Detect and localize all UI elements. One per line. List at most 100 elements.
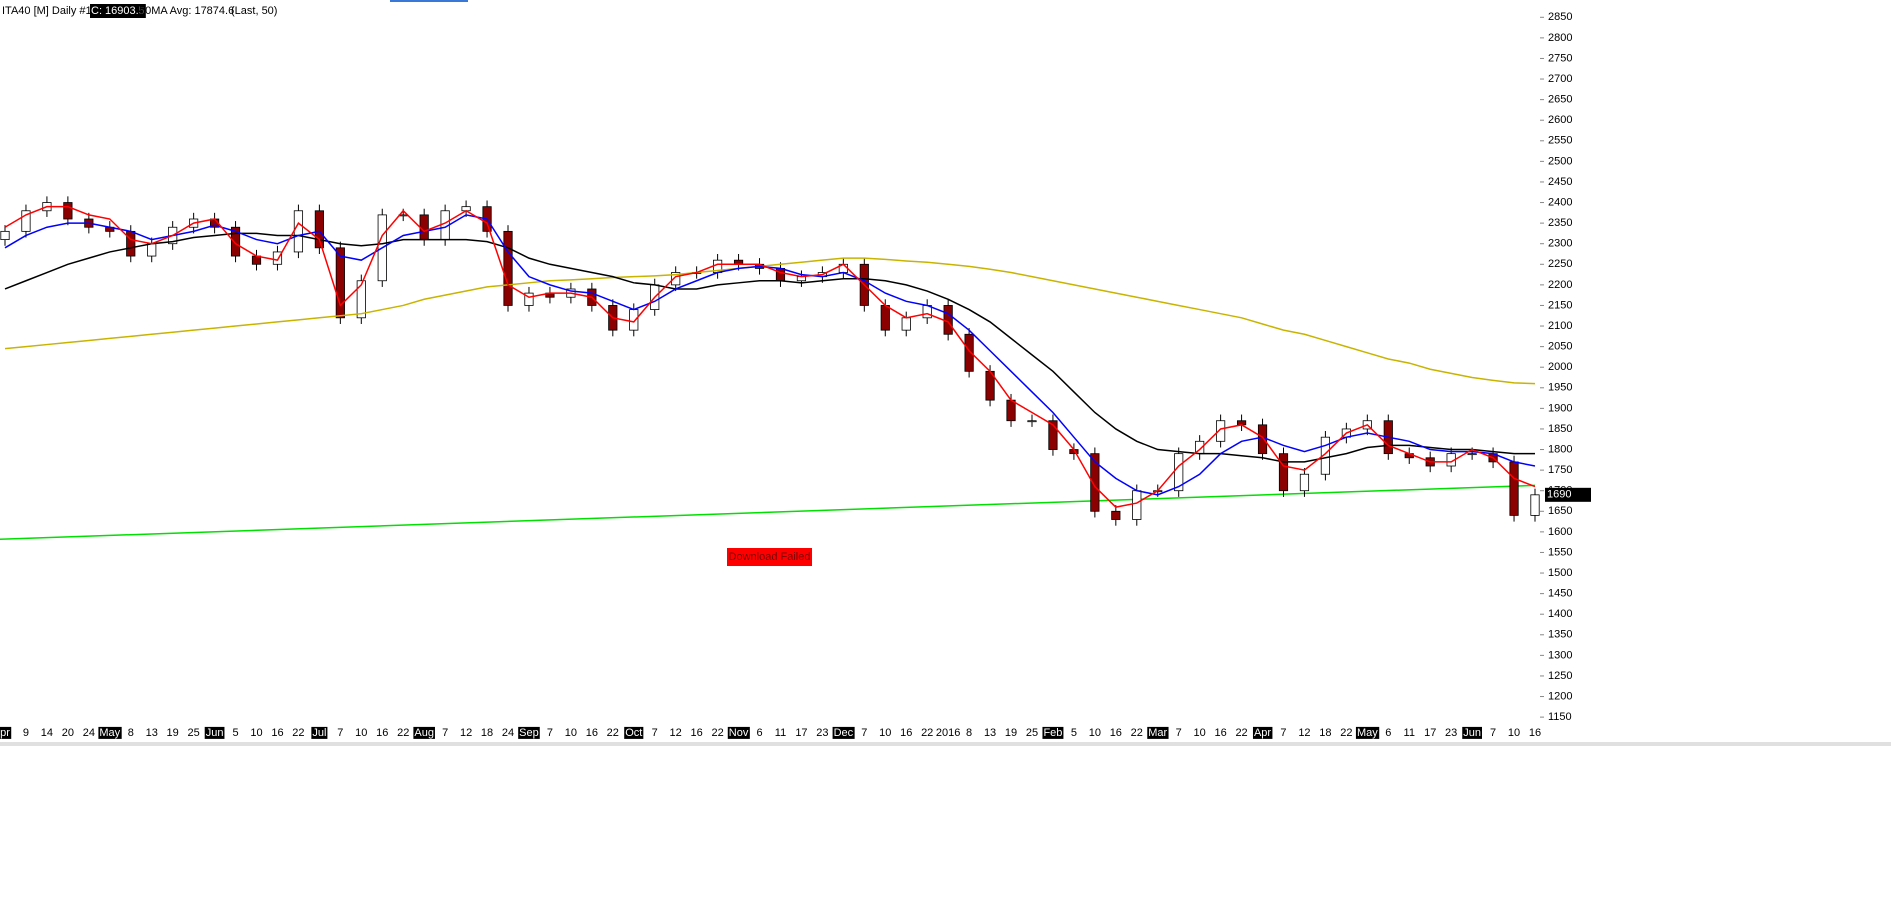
x-tick-label: Jun	[1463, 727, 1481, 739]
x-tick-label: 7	[1280, 727, 1286, 739]
x-tick-label: 16	[271, 727, 283, 739]
x-tick-label-box	[1147, 726, 1169, 739]
y-tick-label: 2000	[1548, 361, 1572, 373]
candle-body	[964, 333, 974, 372]
x-tick-label: 17	[795, 727, 807, 739]
y-tick-label: 2500	[1548, 155, 1572, 167]
x-tick-label: 23	[1445, 727, 1457, 739]
candle-body	[1111, 510, 1121, 520]
y-tick-label: 1500	[1548, 567, 1572, 579]
candle-body	[943, 305, 953, 335]
x-tick-label: 22	[607, 727, 619, 739]
x-tick-label: Sep	[519, 727, 539, 739]
y-tick-label: 2050	[1548, 341, 1572, 353]
close-label-box	[90, 4, 146, 18]
candle-body	[335, 247, 345, 319]
x-tick-label: Jul	[312, 727, 326, 739]
x-tick-label: 16	[691, 727, 703, 739]
x-tick-label: 10	[1194, 727, 1206, 739]
candle-body	[1006, 399, 1016, 422]
x-tick-label-box	[0, 726, 12, 739]
x-tick-label: 5	[232, 727, 238, 739]
candle-body	[880, 305, 890, 331]
y-tick-label: 2550	[1548, 135, 1572, 147]
candle-body	[1320, 436, 1331, 475]
x-tick-label: 2016	[936, 727, 960, 739]
ma-line	[4, 257, 1536, 385]
y-tick-label: 2150	[1548, 299, 1572, 311]
trendline	[0, 484, 1536, 541]
x-tick-label: 12	[460, 727, 472, 739]
x-tick-label-box	[1042, 726, 1064, 739]
x-tick-label: 16	[1214, 727, 1226, 739]
y-tick-label: 2400	[1548, 196, 1572, 208]
x-tick-label: 22	[397, 727, 409, 739]
y-tick-label: 2300	[1548, 238, 1572, 250]
x-tick-label: 9	[23, 727, 29, 739]
x-tick-label: Apr	[1254, 727, 1271, 739]
x-tick-label-box	[413, 726, 435, 739]
x-tick-label: Feb	[1043, 727, 1062, 739]
candle-body	[0, 230, 10, 240]
y-tick-label: 1900	[1548, 402, 1572, 414]
x-tick-label: 25	[188, 727, 200, 739]
x-tick-label: 7	[442, 727, 448, 739]
y-tick-label: 2600	[1548, 114, 1572, 126]
y-tick-label: 1300	[1548, 649, 1572, 661]
x-tick-label: 7	[861, 727, 867, 739]
candle-body	[314, 210, 324, 249]
x-tick-label-box	[832, 726, 855, 739]
x-tick-label: 11	[775, 727, 786, 739]
candle-body	[775, 268, 786, 282]
y-tick-label: 1550	[1548, 546, 1572, 558]
x-tick-label: 10	[565, 727, 577, 739]
x-tick-label: 22	[1131, 727, 1143, 739]
y-tick-label: 2250	[1548, 258, 1572, 270]
x-tick-label: 10	[1508, 727, 1520, 739]
candle-body	[1090, 453, 1100, 512]
x-tick-label: 16	[586, 727, 598, 739]
last-price-label: 1690	[1547, 489, 1571, 501]
x-tick-label: 7	[1490, 727, 1496, 739]
y-tick-label: 1750	[1548, 464, 1572, 476]
candle-body	[1299, 473, 1310, 492]
x-tick-label: 22	[1235, 727, 1247, 739]
candle-body	[1467, 453, 1477, 456]
x-tick-label: 6	[756, 727, 762, 739]
candle-body	[126, 230, 136, 257]
x-tick-label: May	[99, 727, 120, 739]
y-tick-label: 1850	[1548, 423, 1572, 435]
x-tick-label: Dec	[834, 727, 854, 739]
x-tick-label-box	[1462, 726, 1482, 739]
y-tick-label: 2850	[1548, 11, 1572, 23]
x-tick-label-box	[1252, 726, 1273, 739]
candle-body	[230, 226, 241, 257]
x-tick-label: May	[1357, 727, 1378, 739]
annotation: Download Failed	[729, 551, 811, 563]
annotation-box	[727, 548, 812, 566]
x-tick-label: 24	[502, 727, 514, 739]
candle-body	[21, 210, 31, 232]
x-tick-label: 22	[1340, 727, 1352, 739]
candle-body	[1132, 490, 1142, 520]
candle-body	[1509, 461, 1519, 516]
x-tick-label: 24	[83, 727, 95, 739]
candle-body	[1027, 420, 1037, 423]
x-tick-label: 18	[481, 727, 493, 739]
y-tick-label: 1650	[1548, 505, 1572, 517]
x-tick-label: 11	[1404, 727, 1415, 739]
x-tick-label: 25	[1026, 727, 1038, 739]
y-tick-label: 1600	[1548, 526, 1572, 538]
x-tick-label-box	[311, 726, 328, 739]
x-tick-label: 23	[816, 727, 828, 739]
candle-body	[901, 317, 911, 331]
x-tick-label: 12	[1298, 727, 1310, 739]
x-tick-label-box	[98, 726, 122, 739]
y-tick-label: 2450	[1548, 176, 1572, 188]
candle-body	[272, 251, 283, 265]
x-tick-label: 14	[41, 727, 53, 739]
candle-body	[1216, 420, 1226, 442]
